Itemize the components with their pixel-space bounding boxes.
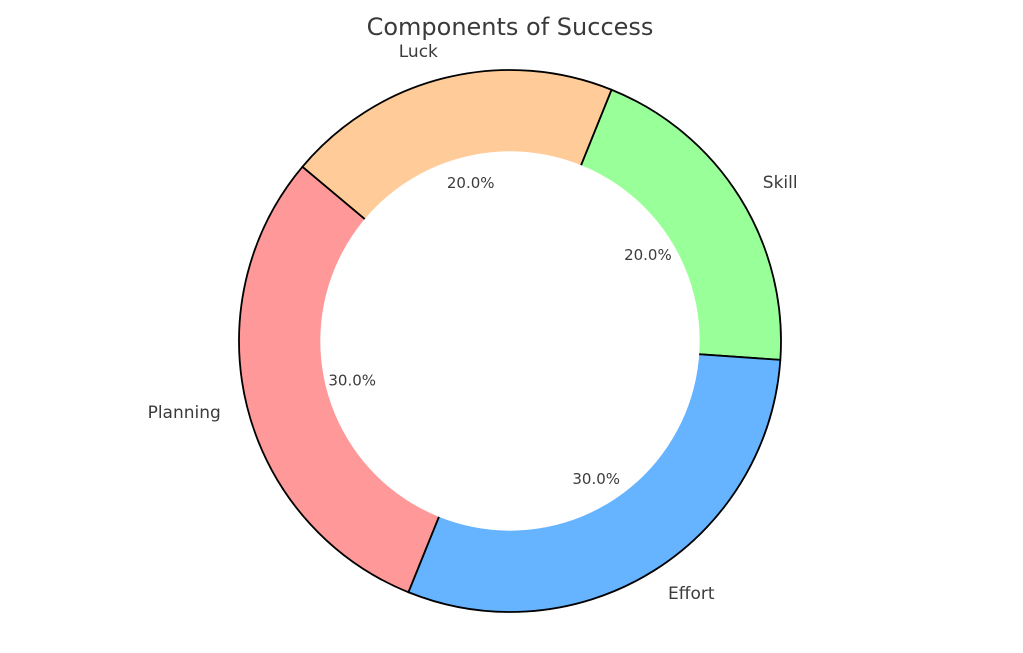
- segment-label-luck: Luck: [399, 42, 438, 62]
- donut-hole: [320, 151, 700, 531]
- segment-label-skill: Skill: [763, 173, 798, 193]
- segment-pct-luck: 20.0%: [447, 174, 495, 192]
- segment-pct-skill: 20.0%: [624, 246, 672, 264]
- segment-labels: Skill Luck Planning Effort: [148, 42, 798, 604]
- segment-pct-effort: 30.0%: [572, 470, 620, 488]
- segment-label-planning: Planning: [148, 403, 221, 423]
- segment-label-effort: Effort: [668, 584, 715, 604]
- percentage-labels: 20.0% 20.0% 30.0% 30.0%: [328, 174, 671, 488]
- chart-title: Components of Success: [367, 13, 654, 41]
- segment-pct-planning: 30.0%: [328, 371, 376, 389]
